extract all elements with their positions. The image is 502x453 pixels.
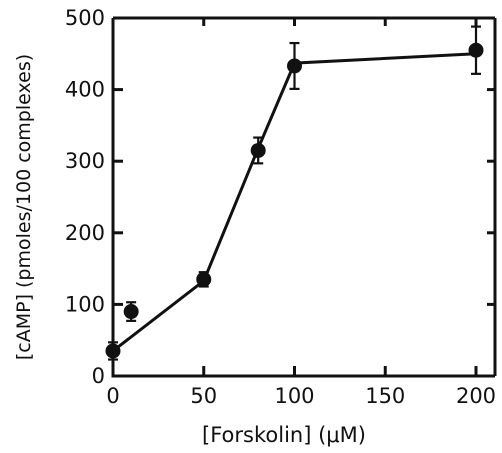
data-point — [123, 304, 139, 320]
error-bars — [108, 25, 481, 361]
y-tick-label: 300 — [65, 149, 105, 173]
x-tick-label: 50 — [190, 384, 217, 408]
data-point — [196, 271, 212, 287]
axis-frame-left-bottom — [111, 18, 495, 378]
series-line — [112, 52, 477, 353]
x-tick-label: 100 — [274, 384, 314, 408]
ticks — [111, 16, 495, 378]
data-point — [468, 42, 484, 58]
x-tick-label: 0 — [106, 384, 119, 408]
y-tick-label: 200 — [65, 221, 105, 245]
y-axis-title: [cAMP] (pmoles/100 complexes) — [13, 54, 35, 360]
data-point — [105, 343, 121, 359]
x-axis-title: [Forskolin] (μM) — [202, 423, 366, 447]
y-tick-label: 500 — [65, 6, 105, 30]
x-tick-label: 150 — [365, 384, 405, 408]
tick-labels: 0 100 200 300 400 500 0 50 100 150 200 — [65, 6, 496, 408]
y-tick-label: 0 — [92, 364, 105, 388]
data-point — [250, 142, 266, 158]
y-tick-label: 100 — [65, 292, 105, 316]
data-points — [105, 42, 484, 359]
y-tick-label: 400 — [65, 78, 105, 102]
axes — [111, 16, 497, 378]
data-point — [287, 58, 302, 74]
x-tick-label: 200 — [456, 384, 496, 408]
